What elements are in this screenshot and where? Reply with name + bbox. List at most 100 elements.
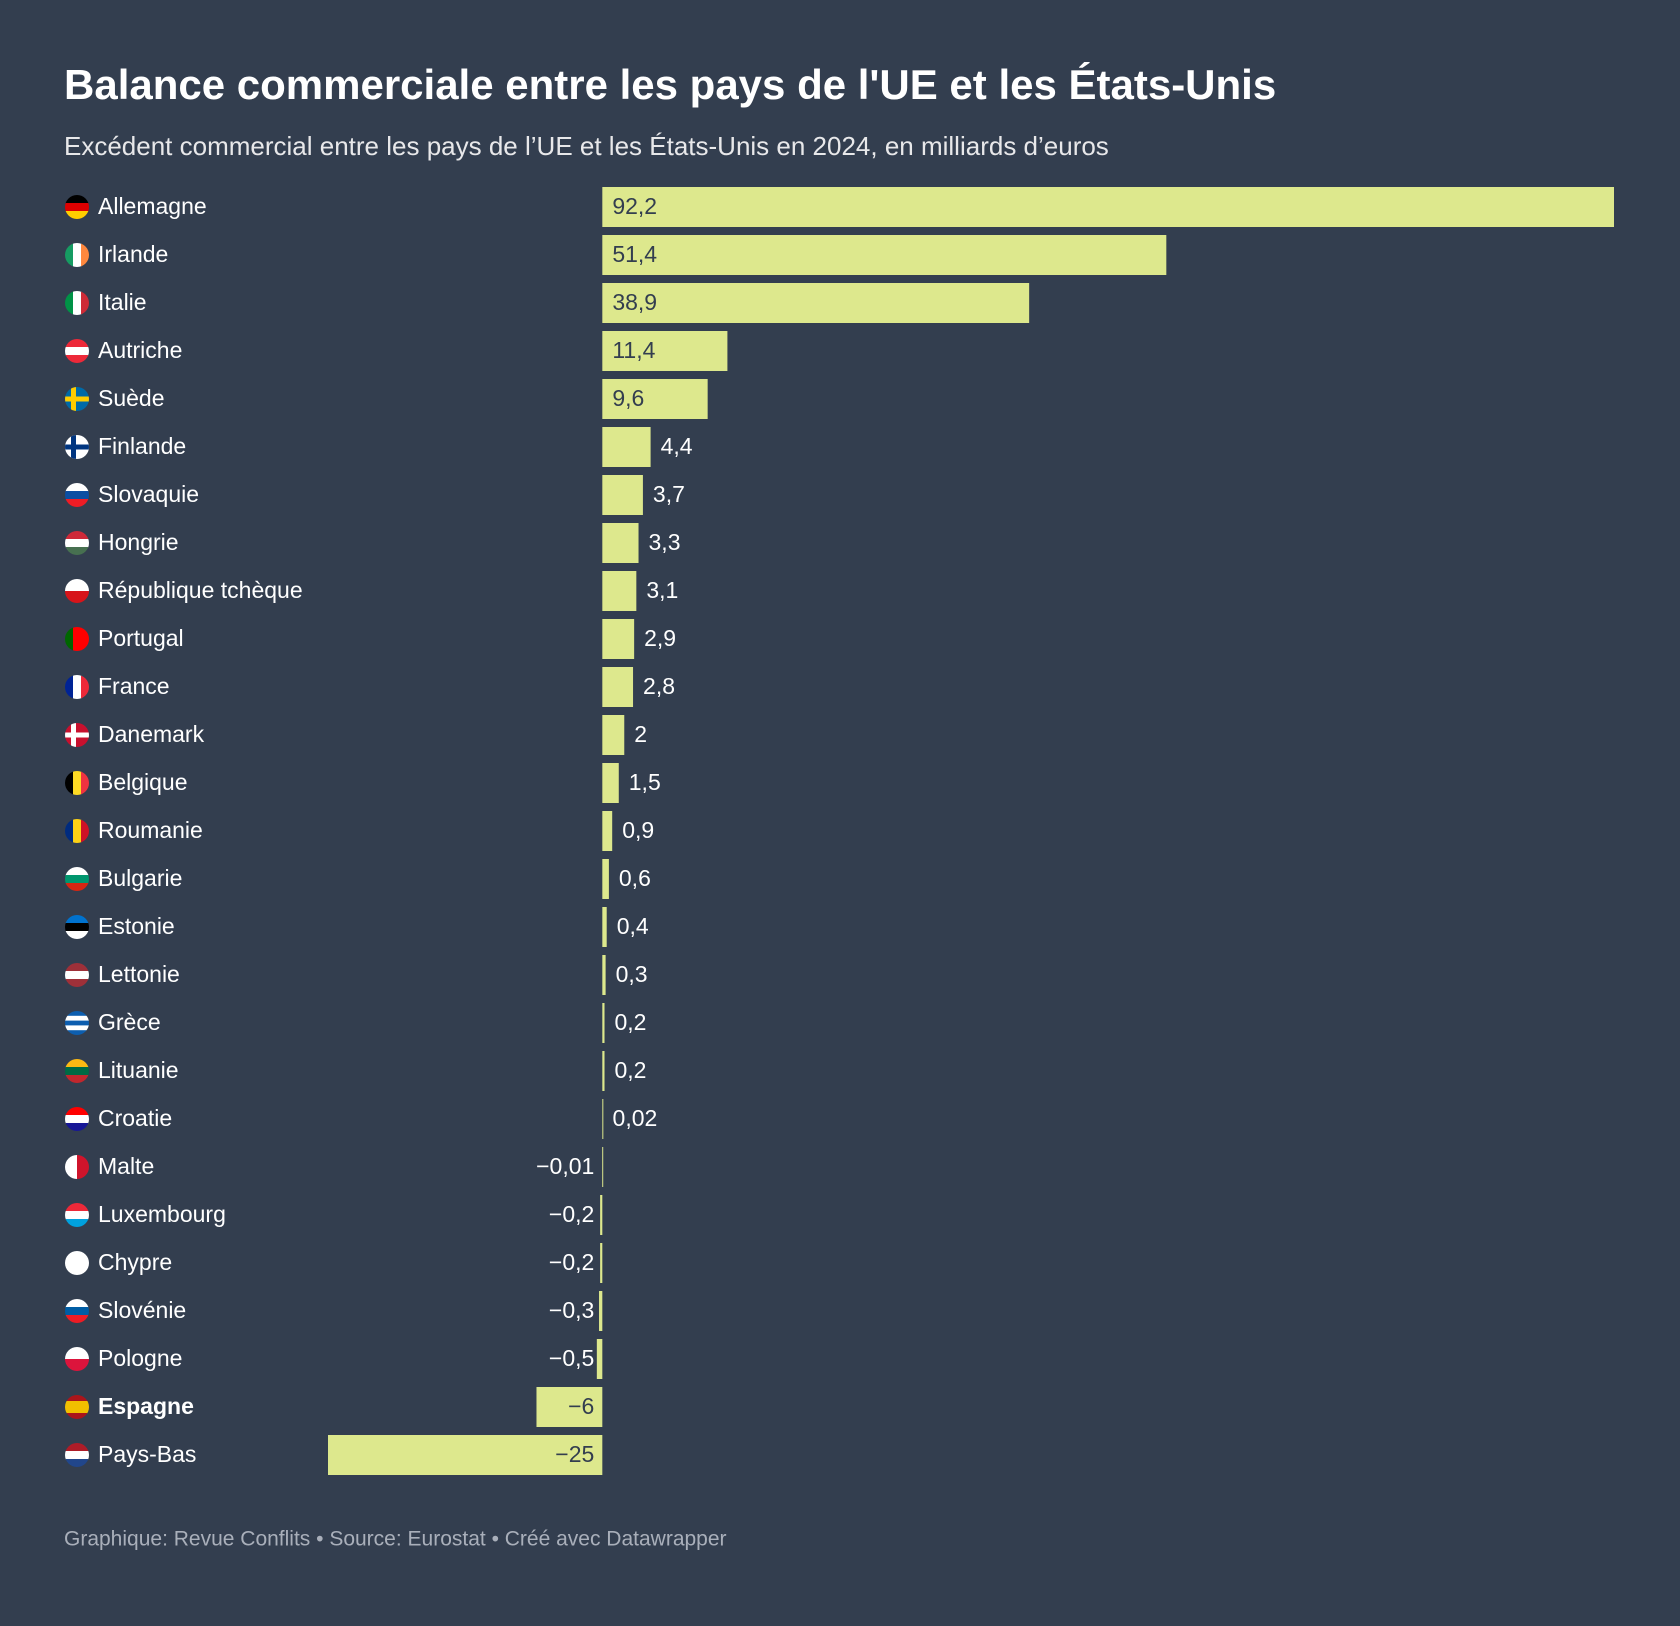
flag-part xyxy=(65,979,89,987)
flag-part xyxy=(65,347,89,356)
flag-part xyxy=(65,444,89,450)
flag-icon xyxy=(65,1059,89,1083)
category-label: Luxembourg xyxy=(98,1201,226,1227)
flag-part xyxy=(65,1015,89,1022)
flag-icon xyxy=(65,1347,89,1371)
flag-part xyxy=(65,867,89,876)
flag-part xyxy=(73,243,82,267)
flag-part xyxy=(81,675,89,699)
flag-part xyxy=(73,819,82,843)
value-label: 51,4 xyxy=(612,241,657,267)
flag-part xyxy=(73,291,82,315)
footer: Graphique: Revue Conflits • Source: Euro… xyxy=(64,1528,727,1551)
flag-part xyxy=(65,291,74,315)
flag-part xyxy=(65,875,89,884)
value-label: −6 xyxy=(568,1393,594,1419)
flag-part xyxy=(81,243,89,267)
flag-part xyxy=(65,1251,89,1275)
flag-part xyxy=(65,339,89,348)
chart-title: Balance commerciale entre les pays de l'… xyxy=(64,61,1276,108)
flag-part xyxy=(65,819,74,843)
flag-part xyxy=(65,1115,89,1124)
flag-icon xyxy=(65,339,89,363)
flag-part xyxy=(65,1443,89,1452)
flag-part xyxy=(65,771,74,795)
bar xyxy=(602,619,635,659)
value-label: −25 xyxy=(555,1441,594,1467)
category-label: Chypre xyxy=(98,1249,172,1275)
category-label: Pays-Bas xyxy=(98,1441,196,1467)
flag-part xyxy=(65,1025,89,1031)
flag-icon xyxy=(65,435,89,459)
chart-subtitle: Excédent commercial entre les pays de l’… xyxy=(64,131,1109,161)
flag-part xyxy=(65,627,74,651)
bar xyxy=(602,523,639,563)
flag-part xyxy=(65,915,89,924)
flag-part xyxy=(65,1155,78,1179)
bar xyxy=(602,763,619,803)
flag-part xyxy=(65,732,89,738)
flag-icon xyxy=(65,1251,89,1275)
flag-icon xyxy=(65,1107,89,1131)
value-label: 0,3 xyxy=(616,961,648,987)
value-label: 0,4 xyxy=(617,913,649,939)
category-label: Italie xyxy=(98,289,147,315)
flag-icon xyxy=(65,579,89,603)
flag-part xyxy=(65,195,89,204)
flag-icon xyxy=(65,675,89,699)
value-label: 0,02 xyxy=(613,1105,658,1131)
value-label: −0,01 xyxy=(536,1153,594,1179)
value-label: 2 xyxy=(634,721,647,747)
flag-part xyxy=(73,627,82,651)
flag-part xyxy=(65,923,89,932)
category-label: Lituanie xyxy=(98,1057,179,1083)
bar xyxy=(602,571,637,611)
flag-part xyxy=(71,435,76,459)
flag-part xyxy=(71,723,76,747)
value-label: 2,9 xyxy=(644,625,676,651)
bar xyxy=(602,427,651,467)
flag-part xyxy=(65,1123,89,1131)
bar xyxy=(602,859,609,899)
value-label: −0,5 xyxy=(549,1345,594,1371)
flag-part xyxy=(65,1413,89,1419)
flag-part xyxy=(65,1211,89,1220)
flag-part xyxy=(65,675,74,699)
bar xyxy=(602,667,634,707)
flag-part xyxy=(65,1075,89,1083)
bar xyxy=(599,1291,603,1331)
bar xyxy=(328,1435,603,1475)
value-label: −0,2 xyxy=(549,1201,594,1227)
flag-part xyxy=(71,387,76,411)
flag-part xyxy=(65,1307,89,1316)
flag-part xyxy=(65,579,89,592)
category-label: République tchèque xyxy=(98,577,303,603)
category-label: Danemark xyxy=(98,721,205,747)
flag-icon xyxy=(65,627,89,651)
bar xyxy=(602,811,613,851)
category-label: Allemagne xyxy=(98,193,207,219)
flag-icon xyxy=(65,819,89,843)
category-label: Autriche xyxy=(98,337,182,363)
flag-icon xyxy=(65,387,89,411)
flag-icon xyxy=(65,483,89,507)
value-label: −0,2 xyxy=(549,1249,594,1275)
flag-part xyxy=(65,1407,89,1414)
flag-icon xyxy=(65,1443,89,1467)
flag-part xyxy=(65,396,89,402)
bar xyxy=(600,1243,603,1283)
value-label: 2,8 xyxy=(643,673,675,699)
value-label: 3,1 xyxy=(646,577,678,603)
bar xyxy=(602,379,708,419)
value-label: 0,2 xyxy=(615,1009,647,1035)
value-label: 9,6 xyxy=(612,385,644,411)
bar xyxy=(602,1099,604,1139)
flag-icon xyxy=(65,963,89,987)
value-label: 3,3 xyxy=(649,529,681,555)
flag-icon xyxy=(65,1011,89,1035)
bar xyxy=(602,1147,604,1187)
flag-part xyxy=(65,1020,89,1026)
flag-part xyxy=(65,883,89,891)
bar xyxy=(602,1051,605,1091)
